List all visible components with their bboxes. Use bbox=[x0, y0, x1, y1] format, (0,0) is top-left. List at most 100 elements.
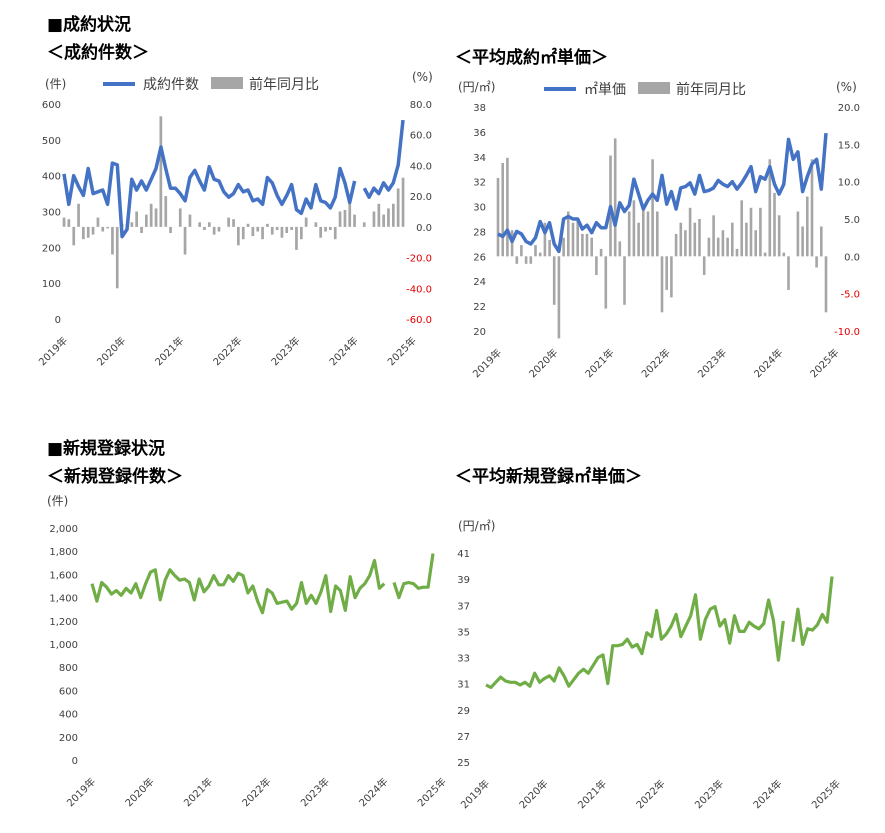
chart1-yoy-bar bbox=[62, 217, 66, 227]
chart2-yoy-bar bbox=[674, 233, 678, 257]
chart2-yoy-bar bbox=[496, 177, 500, 257]
chart3-y-tick: 1,200 bbox=[49, 617, 78, 628]
chart4-y-tick: 25 bbox=[457, 758, 470, 769]
chart2-yoy-bar bbox=[773, 192, 776, 257]
chart1-x-tick-label: 2022年 bbox=[210, 334, 244, 368]
chart2-yoy-bar bbox=[731, 222, 734, 257]
chart1-yoy-bar bbox=[319, 226, 322, 238]
chart1-yoy-bar bbox=[290, 226, 293, 230]
chart1-yoy-bar bbox=[241, 226, 245, 240]
chart2-yoy-bar bbox=[548, 239, 551, 257]
chart2-y-left-tick: 34 bbox=[473, 153, 486, 164]
chart1-yoy-bar bbox=[130, 222, 134, 227]
chart4-y-tick: 39 bbox=[457, 575, 470, 586]
chart2-x-tick-label: 2025年 bbox=[807, 346, 841, 380]
chart1-line-series bbox=[62, 119, 405, 239]
chart1-y-right-tick: 60.0 bbox=[410, 131, 432, 142]
chart1-y-right-tick: -60.0 bbox=[406, 315, 432, 326]
chart1-y-right-tick: 0.0 bbox=[416, 223, 432, 234]
chart2-yoy-bar bbox=[627, 211, 631, 257]
chart1-yoy-bar bbox=[188, 214, 192, 227]
chart1-yoy-bar bbox=[295, 226, 298, 250]
chart2-yoy-bar bbox=[679, 222, 683, 257]
chart2-legend-bar-label: 前年同月比 bbox=[676, 81, 746, 98]
chart-title-contract-count: ＜成約件数＞ bbox=[47, 43, 149, 63]
chart1-yoy-bar bbox=[159, 116, 163, 227]
chart4-x-tick-label: 2023年 bbox=[692, 777, 726, 811]
chart2-yoy-bar bbox=[707, 237, 711, 257]
chart2-yoy-bar bbox=[716, 237, 720, 257]
chart2-yoy-bar bbox=[740, 200, 743, 257]
chart3-x-tick-label: 2019年 bbox=[64, 775, 98, 809]
chart2-yoy-bar bbox=[646, 211, 650, 257]
chart1-yoy-bar bbox=[362, 222, 366, 227]
chart1-y-left-tick: 200 bbox=[42, 243, 61, 254]
chart4-y-tick: 31 bbox=[457, 680, 470, 691]
chart2-yoy-bar bbox=[698, 219, 701, 257]
chart2-y-left-tick: 24 bbox=[473, 277, 486, 288]
chart1-yoy-bar bbox=[377, 203, 381, 227]
chart1-yoy-bar bbox=[372, 211, 376, 227]
chart1-y-right-tick: -20.0 bbox=[406, 254, 432, 265]
chart3-y-tick: 1,800 bbox=[49, 547, 78, 558]
chart4-x-tick-label: 2020年 bbox=[516, 777, 550, 811]
chart1-yoy-bar bbox=[106, 226, 109, 229]
chart2-yoy-bar bbox=[754, 230, 757, 257]
chart3-x-tick-label: 2021年 bbox=[181, 775, 215, 809]
chart2-y-right-tick: -10.0 bbox=[834, 327, 860, 338]
chart1-yoy-bar bbox=[77, 203, 80, 227]
chart4-y-tick: 41 bbox=[457, 549, 470, 560]
chart1-yoy-bar bbox=[140, 226, 143, 233]
chart2-yoy-bar bbox=[501, 163, 504, 257]
chart2-yoy-bar bbox=[585, 233, 589, 257]
chart2-y-left-tick: 26 bbox=[473, 252, 486, 263]
chart3-line-series bbox=[90, 553, 435, 615]
chart1-yoy-bar bbox=[266, 223, 269, 227]
chart1-yoy-bar bbox=[338, 211, 342, 227]
chart2-x-tick-label: 2019年 bbox=[470, 346, 504, 380]
chart1-yoy-bar bbox=[387, 208, 390, 227]
chart1-yoy-bar bbox=[227, 217, 230, 227]
chart3-x-tick-label: 2025年 bbox=[415, 775, 449, 809]
chart2-right-unit: (%) bbox=[836, 80, 857, 94]
chart2-y-right-tick: 20.0 bbox=[838, 103, 860, 114]
chart1-yoy-bar bbox=[169, 226, 172, 233]
chart2-y-right-tick: 0.0 bbox=[844, 252, 860, 263]
chart1-yoy-bar bbox=[392, 203, 395, 227]
chart1-yoy-bar bbox=[333, 226, 337, 240]
chart2-yoy-bar bbox=[726, 237, 729, 257]
chart1-yoy-bar bbox=[300, 226, 303, 240]
chart2-yoy-bar bbox=[515, 256, 519, 264]
chart2-yoy-bar bbox=[749, 207, 753, 257]
chart1-x-tick-label: 2021年 bbox=[152, 334, 186, 368]
chart2-y-left-tick: 30 bbox=[473, 203, 486, 214]
chart4-left-unit: (円/㎡) bbox=[458, 519, 495, 533]
chart1-yoy-bar bbox=[304, 217, 308, 227]
chart1-yoy-bar bbox=[217, 226, 221, 232]
chart2-yoy-bar bbox=[660, 256, 664, 313]
chart1-yoy-bar bbox=[111, 226, 114, 255]
chart2-yoy-bar bbox=[590, 237, 593, 257]
chart1-yoy-bar bbox=[178, 208, 182, 227]
chart1-yoy-bar bbox=[353, 214, 356, 227]
chart2-yoy-bar bbox=[520, 245, 523, 257]
chart1-yoy-bar bbox=[401, 177, 405, 227]
chart2-yoy-bar bbox=[571, 222, 575, 257]
chart2-yoy-bar bbox=[567, 211, 570, 257]
chart2-yoy-bar bbox=[670, 256, 673, 298]
chart1-legend-bar-swatch bbox=[211, 77, 243, 89]
chart1-yoy-bar bbox=[343, 210, 347, 227]
chart2-yoy-bar bbox=[552, 256, 556, 305]
chart1-yoy-bar bbox=[251, 226, 255, 237]
chart2-yoy-bar bbox=[810, 159, 814, 257]
chart2-yoy-bar bbox=[688, 207, 692, 257]
chart1-yoy-bar bbox=[256, 226, 260, 232]
chart4-y-tick: 37 bbox=[457, 601, 470, 612]
chart1-left-unit: (件) bbox=[45, 77, 66, 91]
chart1-y-right-tick: 20.0 bbox=[410, 192, 432, 203]
chart4-x-tick-label: 2024年 bbox=[750, 777, 784, 811]
chart2-y-right-tick: 15.0 bbox=[838, 140, 860, 151]
chart2-yoy-bar bbox=[796, 211, 800, 257]
chart1-yoy-bar bbox=[261, 226, 264, 240]
chart2-y-right-tick: -5.0 bbox=[840, 290, 860, 301]
